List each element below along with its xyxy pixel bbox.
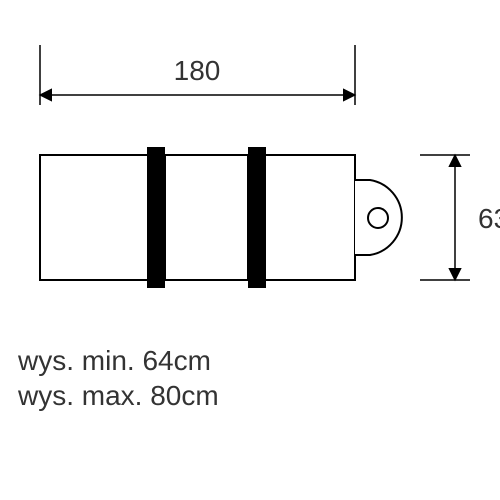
height-value: 63: [478, 203, 500, 234]
component-body: [40, 147, 402, 288]
mounting-lug: [355, 180, 402, 255]
dimension-width: 180: [40, 45, 355, 105]
note-min-height: wys. min. 64cm: [17, 345, 211, 376]
band-right: [248, 147, 266, 288]
width-value: 180: [174, 55, 221, 86]
dimension-height: 63: [420, 155, 500, 280]
technical-drawing: 180 63 wys. min. 64cm wys. max. 80cm: [0, 0, 500, 500]
lug-hole: [368, 208, 388, 228]
band-left: [147, 147, 165, 288]
note-max-height: wys. max. 80cm: [17, 380, 219, 411]
